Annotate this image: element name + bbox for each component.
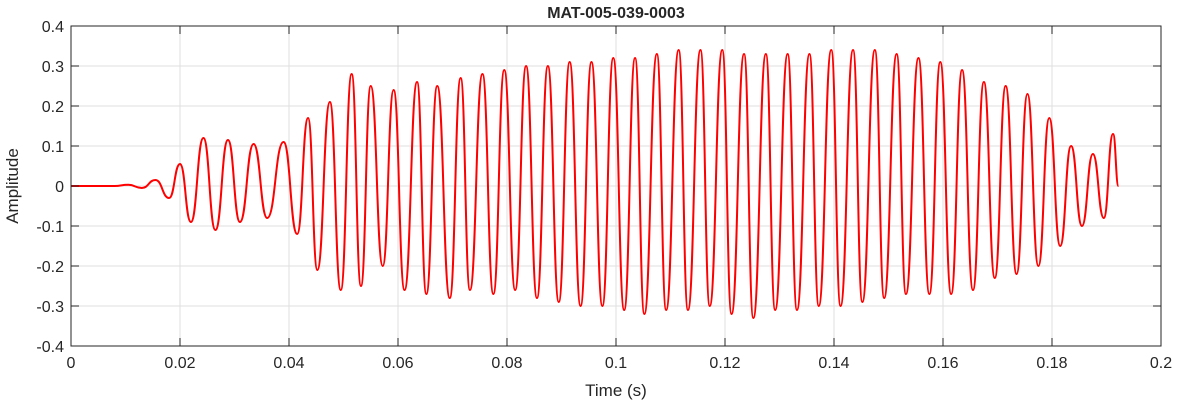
x-tick-label: 0.14 <box>818 355 849 372</box>
x-axis-label: Time (s) <box>585 381 647 400</box>
x-tick-label: 0.06 <box>382 355 413 372</box>
x-tick-label: 0.08 <box>491 355 522 372</box>
y-tick-label: 0.1 <box>42 139 64 156</box>
x-tick-label: 0.18 <box>1036 355 1067 372</box>
x-tick-label: 0 <box>67 355 76 372</box>
chart-title: MAT-005-039-0003 <box>547 5 685 22</box>
y-tick-label: 0.4 <box>42 19 64 36</box>
series-layer <box>71 49 1120 319</box>
y-tick-label: 0.2 <box>42 99 64 116</box>
ticks: 0 0.02 0.04 0.06 0.08 0.1 0.12 0.14 0.16 0.18 0.2 -… <box>36 19 1172 372</box>
y-tick-label: 0 <box>55 179 64 196</box>
y-tick-label: -0.4 <box>36 339 64 356</box>
x-tick-label: 0.2 <box>1150 355 1172 372</box>
y-tick-label: 0.3 <box>42 59 64 76</box>
series-line-0 <box>71 49 1120 319</box>
y-tick-label: -0.2 <box>36 259 64 276</box>
y-axis-label: Amplitude <box>3 148 22 224</box>
x-tick-label: 0.1 <box>605 355 627 372</box>
x-tick-label: 0.12 <box>709 355 740 372</box>
y-tick-label: -0.1 <box>36 219 64 236</box>
x-tick-label: 0.02 <box>164 355 195 372</box>
y-tick-label: -0.3 <box>36 299 64 316</box>
x-tick-label: 0.16 <box>927 355 958 372</box>
x-tick-label: 0.04 <box>273 355 304 372</box>
